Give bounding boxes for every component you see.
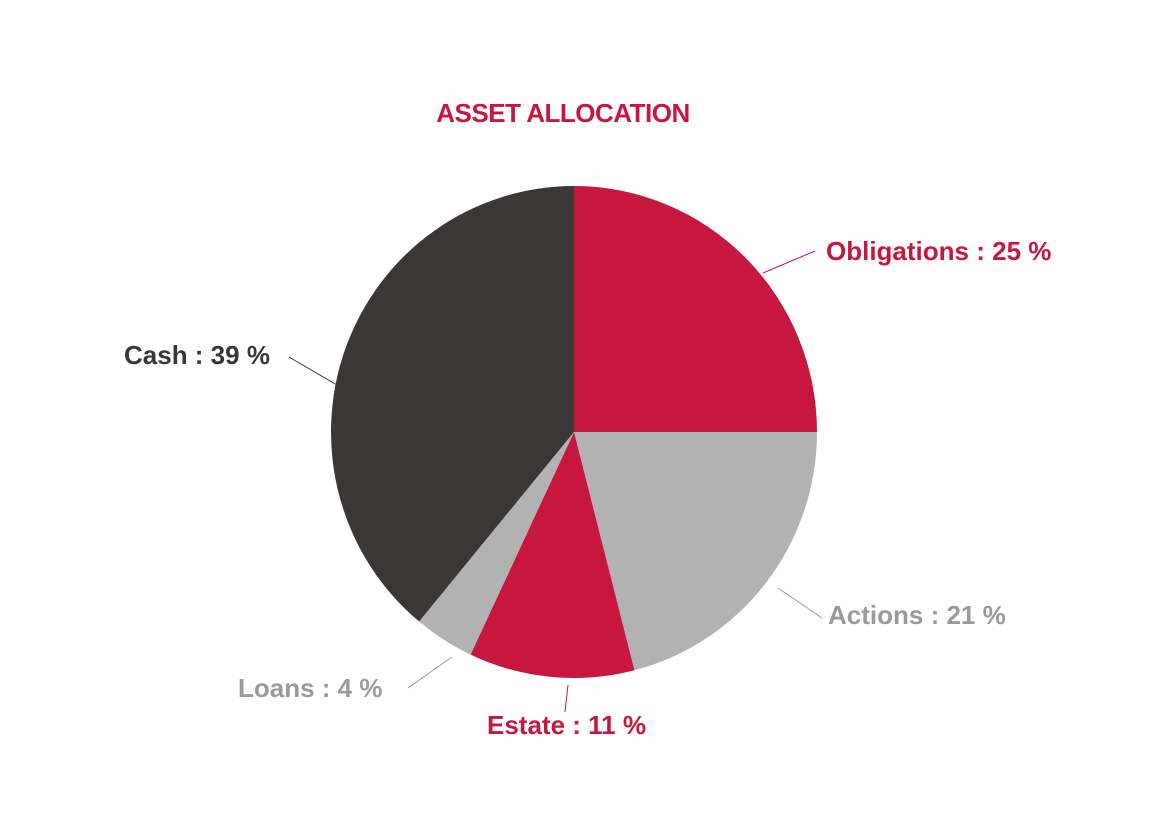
leader-line-obligations [762,250,816,274]
slice-label-loans: Loans : 4 % [238,673,382,703]
chart-title: ASSET ALLOCATION [436,98,689,128]
leader-line-actions [777,587,823,619]
leader-line-cash [288,356,338,386]
pie-slice-estate [470,432,635,678]
pie-slice-loans [419,432,574,655]
slice-label-cash: Cash : 39 % [124,340,270,370]
pie-slices [330,186,817,678]
leader-line-loans [407,656,453,689]
leader-lines [288,250,823,713]
pie-slice-actions [574,432,817,671]
slice-label-actions: Actions : 21 % [828,600,1006,630]
slice-label-estate: Estate : 11 % [487,710,646,740]
pie-slice-cash [330,186,574,622]
slice-labels: Obligations : 25 % Actions : 21 % Estate :… [124,236,1051,740]
leader-line-estate [564,684,569,713]
pie-slice-obligations [574,186,817,432]
slice-label-obligations: Obligations : 25 % [826,236,1051,266]
